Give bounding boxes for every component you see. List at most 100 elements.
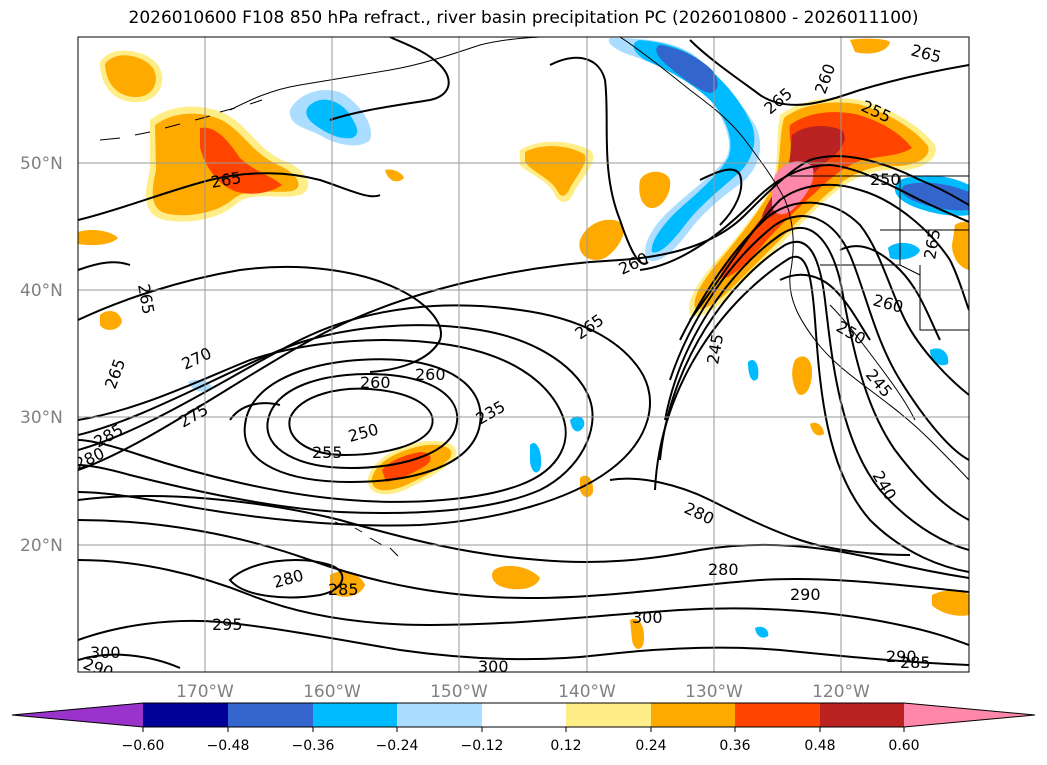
longitude-label: 160°W bbox=[303, 682, 361, 702]
longitude-label: 150°W bbox=[430, 682, 488, 702]
negative-anomaly-region bbox=[888, 242, 920, 260]
colorbar-tick-label: −0.48 bbox=[207, 738, 250, 754]
colorbar-segment bbox=[566, 703, 651, 727]
map-frame bbox=[77, 36, 970, 673]
colorbar-segment bbox=[651, 703, 735, 727]
colorbar-tick-label: 0.60 bbox=[888, 738, 919, 754]
negative-anomaly-region bbox=[901, 182, 969, 211]
contour-line bbox=[329, 37, 450, 121]
contour-line bbox=[689, 39, 969, 106]
contour-line bbox=[659, 240, 969, 551]
contour-label: 300 bbox=[90, 643, 121, 662]
colorbar-tick-label: −0.12 bbox=[461, 738, 504, 754]
map-title: 2026010600 F108 850 hPa refract., river … bbox=[128, 8, 919, 28]
negative-anomaly-region bbox=[748, 359, 759, 381]
contour-label: 255 bbox=[312, 443, 343, 462]
contour-label: 280 bbox=[708, 560, 739, 579]
contour-label: 260 bbox=[415, 365, 446, 384]
positive-anomaly-region bbox=[810, 422, 824, 436]
contour-line bbox=[654, 255, 969, 573]
longitude-label: 170°W bbox=[176, 682, 234, 702]
coastlines bbox=[99, 37, 969, 557]
graticule bbox=[78, 37, 969, 672]
colorbar-tick-label: 0.48 bbox=[804, 738, 835, 754]
longitude-label: 140°W bbox=[558, 682, 616, 702]
positive-anomaly-region bbox=[78, 230, 118, 246]
contour-line bbox=[78, 339, 567, 503]
latitude-label: 40°N bbox=[20, 281, 63, 301]
north-america-coast bbox=[619, 37, 969, 481]
contour-line bbox=[679, 201, 969, 396]
longitude-label: 120°W bbox=[812, 682, 870, 702]
contour-line bbox=[78, 653, 181, 669]
contour-label: 260 bbox=[360, 373, 391, 392]
contour-line bbox=[664, 227, 969, 521]
negative-anomaly-region bbox=[656, 45, 718, 93]
contour-line bbox=[689, 183, 969, 321]
colorbar-segment bbox=[397, 703, 482, 727]
positive-anomaly-region bbox=[720, 112, 912, 279]
colorbar-tick-label: 0.12 bbox=[550, 738, 581, 754]
contour-label: 290 bbox=[886, 647, 917, 666]
positive-anomaly-region bbox=[100, 310, 122, 330]
colorbar-segment bbox=[228, 703, 313, 727]
latitude-labels: 50°N 40°N 30°N 20°N bbox=[20, 154, 63, 556]
colorbar-low-extension bbox=[12, 703, 143, 727]
longitude-labels: 170°W 160°W 150°W 140°W 130°W 120°W bbox=[176, 682, 870, 702]
positive-anomaly-region bbox=[932, 590, 969, 616]
positive-anomaly-region bbox=[105, 55, 156, 98]
latitude-label: 20°N bbox=[20, 536, 63, 556]
colorbar-tick-label: 0.24 bbox=[635, 738, 666, 754]
contour-line bbox=[78, 559, 969, 646]
contour-line bbox=[549, 56, 649, 265]
negative-anomaly-region bbox=[570, 416, 585, 432]
contour-line bbox=[669, 215, 969, 461]
colorbar-ticks bbox=[142, 727, 905, 732]
state-border bbox=[880, 176, 969, 331]
latitude-label: 30°N bbox=[20, 408, 63, 428]
colorbar-labels: −0.60 −0.48 −0.36 −0.24 −0.12 0.12 0.24 … bbox=[122, 738, 920, 754]
colorbar-high-extension bbox=[904, 703, 1035, 727]
colorbar-tick-label: −0.24 bbox=[376, 738, 419, 754]
contour-line bbox=[78, 519, 969, 600]
colorbar-tick-label: −0.60 bbox=[122, 738, 165, 754]
contour-line bbox=[78, 172, 381, 221]
alaska-coast bbox=[229, 37, 541, 111]
negative-anomaly-region bbox=[755, 626, 769, 638]
negative-anomaly-region bbox=[530, 442, 542, 473]
contour-label: 285 bbox=[900, 653, 931, 672]
latitude-label: 50°N bbox=[20, 154, 63, 174]
negative-anomaly-region bbox=[633, 40, 755, 253]
contour-line bbox=[609, 477, 911, 556]
contour-line bbox=[78, 619, 969, 666]
longitude-label: 130°W bbox=[685, 682, 743, 702]
contour-line bbox=[243, 358, 482, 484]
contour-line bbox=[639, 163, 969, 271]
contour-line bbox=[78, 304, 651, 527]
contour-line bbox=[228, 559, 344, 599]
positive-anomaly-region bbox=[952, 221, 969, 270]
colorbar-tick-label: −0.36 bbox=[292, 738, 335, 754]
positive-anomaly-region bbox=[792, 356, 812, 395]
colorbar-segment bbox=[735, 703, 820, 727]
contour-line bbox=[699, 168, 743, 226]
positive-anomaly-region bbox=[850, 38, 890, 54]
contour-line bbox=[288, 387, 434, 457]
colorbar-segment bbox=[820, 703, 904, 727]
hawaii-islands bbox=[334, 521, 399, 557]
contour-label: 300 bbox=[478, 657, 509, 676]
contour-label: 250 bbox=[870, 170, 901, 189]
contour-line bbox=[266, 373, 459, 470]
contour-label: 295 bbox=[212, 615, 243, 634]
contour-label: 285 bbox=[328, 580, 359, 599]
positive-anomaly-region bbox=[630, 618, 645, 649]
refractivity-contours bbox=[78, 37, 969, 669]
contour-line bbox=[78, 261, 131, 271]
contour-line bbox=[78, 265, 442, 373]
contour-label: 290 bbox=[790, 585, 821, 604]
positive-anomaly-region bbox=[385, 169, 404, 182]
contour-line bbox=[78, 495, 969, 579]
colorbar-tick-label: 0.36 bbox=[719, 738, 750, 754]
positive-anomaly-region bbox=[639, 171, 671, 209]
